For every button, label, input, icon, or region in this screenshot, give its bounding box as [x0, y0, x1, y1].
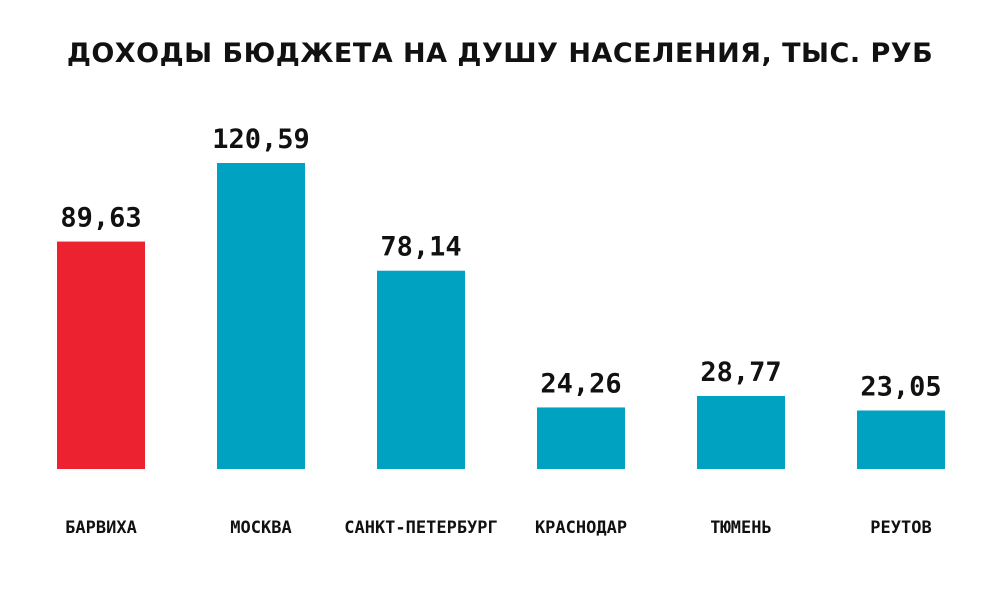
- value-label-6: 23,05: [860, 372, 941, 403]
- bar-4: [537, 407, 625, 469]
- bar-3: [377, 270, 465, 469]
- value-label-3: 78,14: [380, 232, 461, 263]
- category-label-2: МОСКВА: [230, 518, 291, 538]
- category-label-6: РЕУТОВ: [870, 518, 931, 538]
- bar-6: [857, 410, 945, 469]
- bar-5: [697, 395, 785, 469]
- bar-1: [57, 241, 145, 469]
- value-label-5: 28,77: [700, 357, 781, 388]
- value-label-1: 89,63: [60, 203, 141, 234]
- value-labels-group: 89,63 120,59 78,14 24,26 28,77 23,05: [60, 124, 941, 403]
- category-label-1: БАРВИХА: [65, 518, 137, 538]
- category-label-5: ТЮМЕНЬ: [710, 518, 771, 538]
- value-label-2: 120,59: [212, 124, 310, 155]
- category-labels-group: БАРВИХА МОСКВА САНКТ-ПЕТЕРБУРГ КРАСНОДАР ТЮМ…: [65, 518, 932, 538]
- bars-group: [57, 163, 945, 469]
- category-label-4: КРАСНОДАР: [535, 518, 627, 538]
- chart-title: ДОХОДЫ БЮДЖЕТА НА ДУШУ НАСЕЛЕНИЯ, ТЫС. Р…: [66, 38, 934, 69]
- category-label-3: САНКТ-ПЕТЕРБУРГ: [344, 518, 498, 538]
- value-label-4: 24,26: [540, 368, 621, 399]
- bar-2: [217, 163, 305, 469]
